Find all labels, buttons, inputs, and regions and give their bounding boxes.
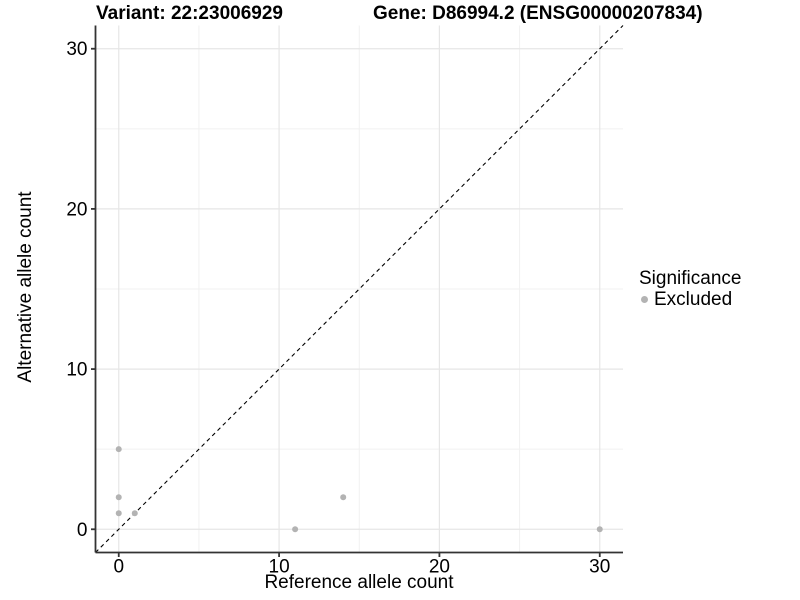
legend-item-label: Excluded <box>654 289 733 310</box>
data-point <box>115 494 122 501</box>
y-tick-label: 30 <box>66 39 87 60</box>
y-tick-label: 10 <box>66 360 87 381</box>
y-tick-label: 20 <box>66 199 87 220</box>
legend-items: Excluded <box>639 289 789 310</box>
data-point <box>596 526 603 533</box>
x-tick-label: 20 <box>429 557 450 578</box>
x-axis-title: Reference allele count <box>264 572 454 593</box>
data-point <box>292 526 299 533</box>
legend: Significance Excluded <box>639 268 789 310</box>
legend-title: Significance <box>639 268 742 289</box>
x-tick-label: 0 <box>113 557 124 578</box>
legend-key-dot-icon <box>641 296 648 303</box>
y-axis-title: Alternative allele count <box>15 191 36 383</box>
x-tick-label: 30 <box>589 557 610 578</box>
gene-title: Gene: D86994.2 (ENSG00000207834) <box>373 3 703 24</box>
data-point <box>115 446 122 453</box>
y-tick-label: 0 <box>77 520 88 541</box>
x-tick-label: 10 <box>269 557 290 578</box>
legend-item: Excluded <box>639 289 789 310</box>
data-point <box>115 510 122 517</box>
data-point <box>131 510 138 517</box>
variant-title: Variant: 22:23006929 <box>96 3 283 24</box>
data-point <box>340 494 347 501</box>
